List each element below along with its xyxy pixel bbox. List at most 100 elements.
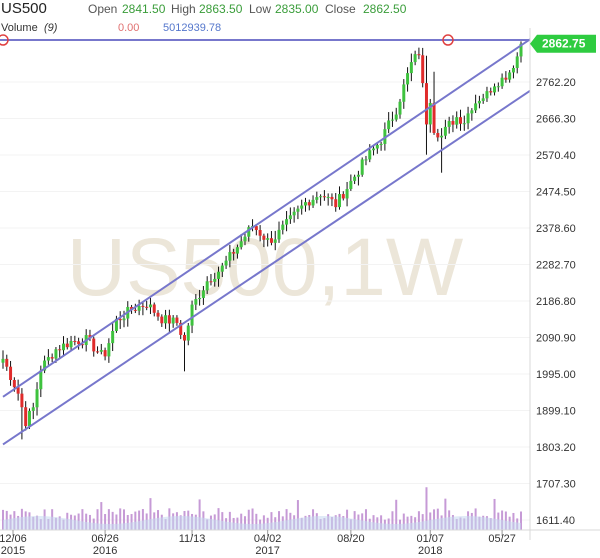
volume-bar — [520, 511, 522, 530]
volume-bar — [130, 514, 133, 530]
candle-body — [311, 199, 315, 206]
candle-body — [243, 236, 247, 242]
candle-body — [213, 278, 217, 282]
last-price-value: 2862.75 — [542, 37, 586, 51]
candle-body — [360, 159, 364, 175]
candle-body — [474, 103, 478, 111]
candle-body — [54, 349, 58, 359]
candle-body — [322, 196, 326, 198]
volume-bar — [126, 515, 129, 530]
candle-body — [103, 350, 107, 357]
lower-channel-line[interactable] — [2, 90, 531, 446]
volume-bar — [119, 508, 122, 530]
candle-body — [186, 325, 190, 341]
candle-body — [156, 312, 160, 317]
volume-period: (9) — [44, 22, 58, 34]
candle-body — [451, 121, 455, 125]
volume-bar — [391, 511, 394, 530]
candle-body — [338, 194, 342, 208]
candle-body — [133, 309, 137, 311]
candle-body — [387, 120, 391, 130]
high-label: High — [171, 2, 196, 16]
candle-body — [515, 56, 519, 68]
candle-body — [428, 102, 432, 125]
y-tick-label: 1995.00 — [536, 369, 576, 381]
volume-label[interactable]: Volume — [1, 22, 38, 34]
candle-body — [12, 380, 16, 388]
volume-bar — [402, 513, 405, 530]
candle-body — [80, 344, 84, 346]
candle-body — [485, 91, 489, 99]
candle-body — [160, 316, 164, 324]
candlestick-series — [1, 41, 523, 440]
candle-body — [413, 54, 417, 63]
x-tick-label: 04/02 — [254, 533, 282, 545]
candle-body — [182, 334, 186, 341]
candle-body — [262, 235, 266, 240]
x-tick-label: 11/13 — [179, 533, 206, 545]
candle-body — [489, 91, 493, 93]
volume-bar — [138, 510, 141, 530]
candle-body — [398, 101, 402, 115]
candle-body — [511, 67, 515, 73]
candle-body — [269, 238, 273, 243]
candle-body — [341, 194, 345, 199]
candle-body — [281, 224, 285, 230]
candle-body — [266, 238, 270, 240]
last-price-tag: 2862.75 — [530, 34, 596, 53]
candle-body — [114, 318, 118, 331]
candle-body — [292, 211, 296, 216]
upper-channel-line[interactable] — [2, 38, 531, 398]
candle-body — [205, 281, 209, 291]
line-handle-mid[interactable] — [442, 34, 454, 46]
candle-body — [300, 205, 304, 209]
candle-body — [345, 188, 349, 199]
x-tick-year: 2016 — [93, 545, 117, 557]
volume-bar — [81, 509, 84, 530]
low-label: Low — [249, 2, 272, 16]
candle-body — [258, 230, 262, 236]
candle-body — [277, 229, 281, 240]
candle-body — [379, 143, 383, 146]
candle-body — [364, 159, 368, 161]
candle-body — [315, 197, 319, 200]
y-tick-label: 2378.60 — [536, 223, 576, 235]
volume-bar — [296, 500, 299, 530]
volume-bar — [217, 508, 220, 530]
x-tick-year: 2017 — [255, 545, 279, 557]
candle-body — [356, 174, 360, 177]
candle-body — [9, 366, 13, 381]
candle-body — [1, 358, 5, 363]
volume-bar — [100, 502, 103, 530]
candle-body — [326, 196, 330, 198]
volume-bar — [122, 509, 125, 530]
y-tick-label: 1707.30 — [536, 479, 576, 491]
candle-body — [424, 83, 428, 125]
volume-bar — [262, 515, 265, 530]
candle-body — [209, 281, 213, 283]
candle-body — [137, 305, 141, 311]
candle-body — [164, 315, 168, 324]
candle-body — [65, 343, 69, 348]
candle-body — [239, 241, 243, 248]
candle-body — [99, 350, 103, 352]
candle-body — [447, 121, 451, 127]
candle-body — [470, 110, 474, 114]
line-handle-start[interactable] — [0, 34, 9, 46]
candle-body — [481, 98, 485, 101]
candle-body — [443, 126, 447, 136]
candle-body — [145, 306, 149, 308]
trend-channel[interactable] — [0, 34, 531, 446]
close-value: 2862.50 — [363, 2, 407, 16]
x-tick-label: 08/20 — [337, 533, 365, 545]
close-label: Close — [325, 2, 356, 16]
y-tick-label: 1611.40 — [536, 515, 575, 527]
high-value: 2863.50 — [199, 2, 243, 16]
candle-body — [152, 304, 156, 313]
candle-body — [307, 202, 311, 206]
candle-body — [459, 117, 463, 124]
volume-bar — [493, 498, 496, 530]
candle-body — [46, 357, 50, 361]
